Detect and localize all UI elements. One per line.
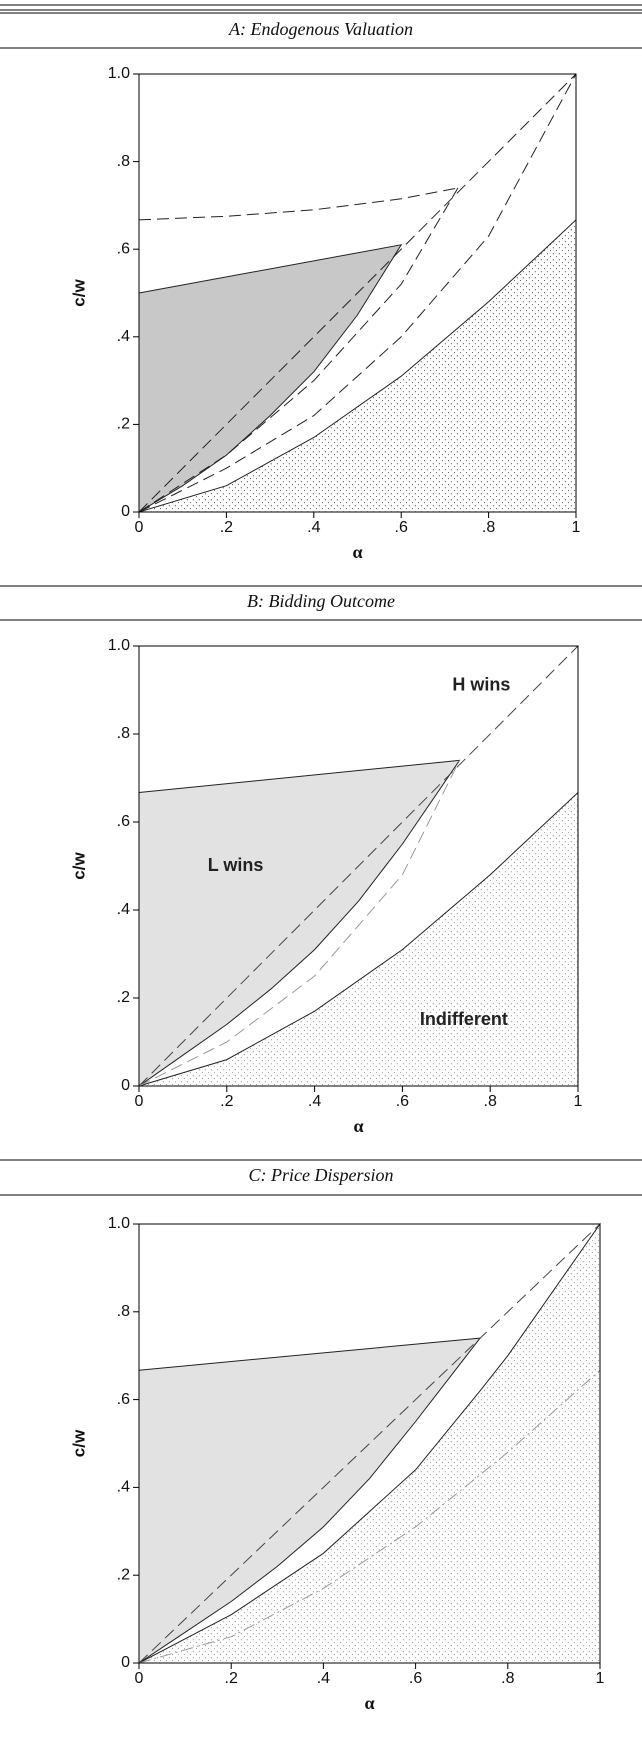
y-tick-label: .6 [117,240,130,257]
y-tick-label: .8 [117,153,130,170]
annotation: L wins [208,855,264,875]
x-tick-label: .2 [225,1670,238,1687]
x-tick-label: .4 [317,1670,330,1687]
x-tick-label: 1 [574,1093,583,1110]
x-tick-label: 1 [572,519,581,536]
y-axis-label: c/w [69,279,88,307]
x-axis-label: α [364,1693,374,1713]
x-tick-label: .2 [220,519,233,536]
curve [138,760,460,1087]
y-tick-label: .6 [117,1391,130,1408]
curve [138,187,459,221]
x-axis-label: α [352,542,362,562]
y-tick-label: 0 [121,1077,130,1094]
y-tick-label: 1.0 [108,1215,130,1232]
y-tick-label: .4 [117,1479,130,1496]
y-tick-label: .6 [117,813,130,830]
curve [138,645,579,1087]
y-tick-label: .2 [117,1566,130,1583]
y-tick-label: 1.0 [108,637,130,654]
y-tick-label: 0 [121,503,130,520]
y-axis-label: c/w [69,852,88,880]
y-tick-label: .8 [117,725,130,742]
x-tick-label: .2 [220,1093,233,1110]
plot-frame [138,1223,601,1664]
x-tick-label: 0 [135,519,144,536]
curve [138,73,577,513]
region [138,759,461,1087]
x-tick-label: .4 [308,1093,321,1110]
curve [138,1223,601,1664]
x-tick-label: .6 [396,1093,409,1110]
x-tick-label: 0 [135,1093,144,1110]
curve [138,73,577,513]
x-tick-label: 1 [596,1670,605,1687]
y-tick-label: .4 [117,328,130,345]
x-tick-label: .8 [484,1093,497,1110]
x-tick-label: .6 [395,519,408,536]
plot-frame [138,645,579,1087]
y-tick-label: .2 [117,416,130,433]
y-tick-label: 0 [121,1654,130,1671]
x-tick-label: .8 [482,519,495,536]
panel-title: B: Bidding Outcome [247,591,395,611]
x-tick-label: .8 [501,1670,514,1687]
y-tick-label: 1.0 [108,65,130,82]
annotation: H wins [452,674,510,694]
plot-frame [138,73,577,513]
y-tick-label: .8 [117,1303,130,1320]
curve [138,1369,601,1664]
curve [138,187,459,513]
x-axis-label: α [353,1116,363,1136]
panel-title: A: Endogenous Valuation [228,19,413,39]
y-tick-label: .4 [117,901,130,918]
annotation: Indifferent [420,1009,508,1029]
region [138,244,403,513]
x-tick-label: .6 [409,1670,422,1687]
x-tick-label: 0 [135,1670,144,1687]
y-tick-label: .2 [117,989,130,1006]
y-axis-label: c/w [69,1429,88,1457]
x-tick-label: .4 [307,519,320,536]
panel-title: C: Price Dispersion [249,1165,394,1185]
